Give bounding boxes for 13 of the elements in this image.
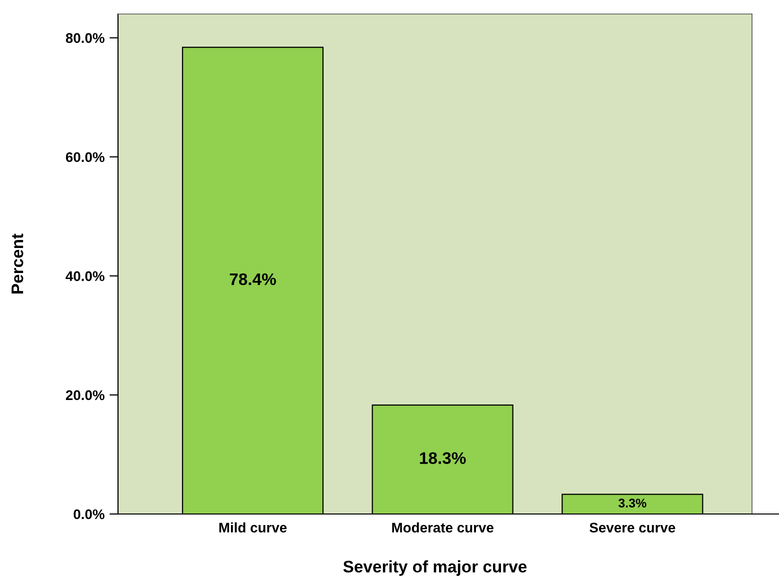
x-axis-title: Severity of major curve: [343, 560, 527, 576]
x-tick-label: Mild curve: [219, 522, 287, 533]
data-label: 3.3%: [618, 498, 646, 508]
data-label: 18.3%: [420, 452, 466, 464]
x-tick-label: Severe curve: [590, 522, 676, 533]
y-axis-title: Percent: [12, 234, 24, 294]
data-label: 78.4%: [230, 273, 276, 286]
y-tick-label: 0.0%: [74, 509, 104, 520]
y-tick-label: 60.0%: [66, 152, 104, 162]
y-tick-label: 20.0%: [66, 390, 104, 400]
x-tick-label: Moderate curve: [392, 522, 494, 533]
y-tick-label: 40.0%: [66, 271, 104, 282]
y-tick-label: 80.0%: [66, 33, 104, 43]
